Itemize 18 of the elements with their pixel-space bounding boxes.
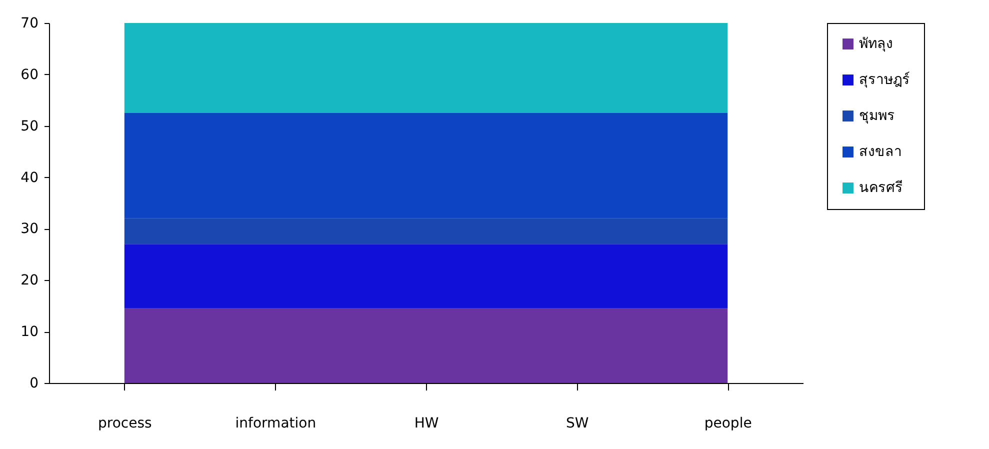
x-tick-label: information (235, 416, 316, 432)
y-tick-label: 70 (20, 16, 38, 32)
y-tick-label: 60 (20, 66, 38, 83)
legend-label: ชุมพร (859, 108, 895, 124)
legend-label: สุราษฎร์ (859, 71, 910, 88)
x-tick-label: people (704, 416, 752, 432)
x-tick-label: HW (414, 416, 439, 432)
legend-label: สงขลา (859, 144, 902, 160)
y-tick-label: 10 (20, 324, 38, 340)
y-tick-label: 50 (20, 118, 38, 134)
y-tick-label: 30 (20, 221, 38, 238)
legend-label: พัทลุง (859, 36, 893, 52)
legend-label: นครศรี (859, 180, 903, 196)
y-tick-label: 40 (20, 170, 38, 186)
y-tick-label: 0 (30, 376, 38, 392)
x-tick-label: SW (566, 416, 589, 432)
x-tick-label: process (98, 416, 152, 432)
y-tick-label: 20 (20, 272, 38, 289)
